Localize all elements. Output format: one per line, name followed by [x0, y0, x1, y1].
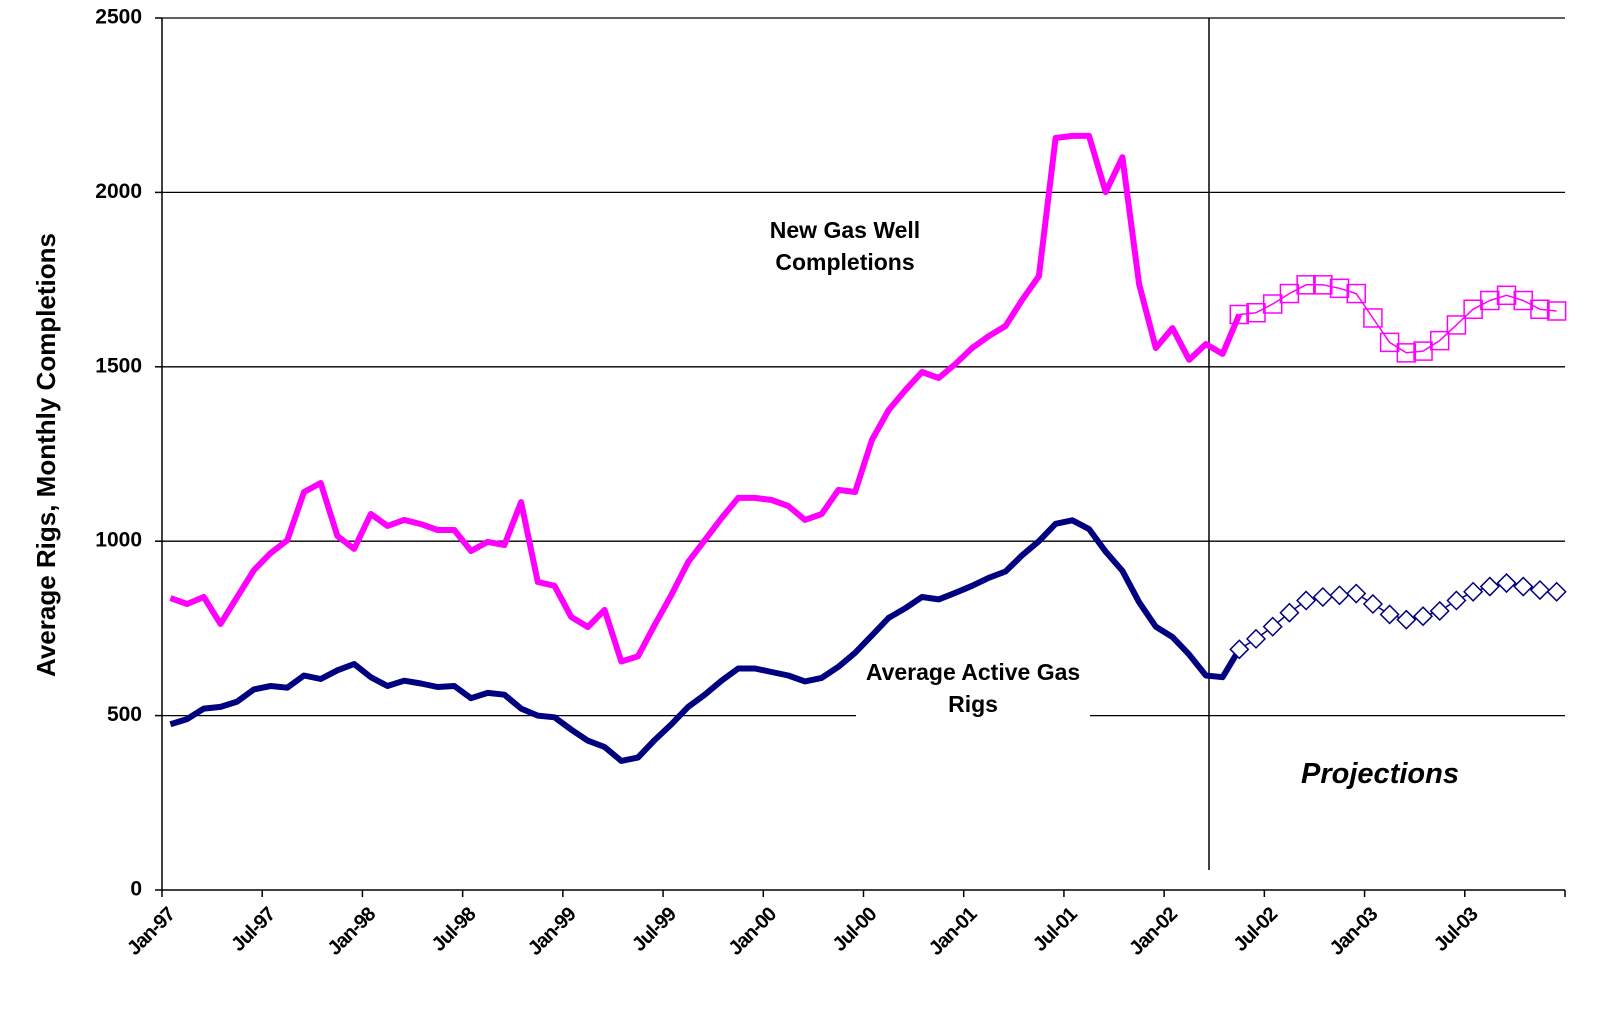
marker [1446, 315, 1467, 335]
marker [1412, 606, 1434, 627]
marker [1496, 572, 1517, 594]
x-tick-label: Jul-98 [428, 903, 481, 956]
marker [1396, 343, 1417, 363]
marker [1262, 294, 1283, 314]
series-line [169, 517, 1242, 764]
y-axis-title: Average Rigs, Monthly Completions [31, 233, 61, 677]
y-tick-label: 1000 [95, 529, 142, 552]
marker [1279, 602, 1300, 623]
y-tick-label: 1500 [95, 354, 142, 377]
x-tick-label: Jul-97 [227, 903, 280, 956]
marker [1429, 330, 1450, 351]
y-tick-label: 2000 [95, 180, 142, 203]
marker [1496, 285, 1517, 306]
x-tick-label: Jan-98 [324, 903, 381, 960]
x-tick-label: Jul-03 [1430, 903, 1483, 956]
marker [1296, 590, 1317, 611]
marker [1546, 581, 1567, 602]
y-tick-label: 2500 [95, 6, 142, 29]
marker [1513, 576, 1534, 597]
x-tick-label: Jan-00 [724, 903, 781, 960]
x-tick-label: Jan-03 [1326, 903, 1383, 960]
y-tick-label: 500 [107, 703, 142, 726]
x-tick-label: Jul-02 [1229, 903, 1282, 956]
marker [1362, 593, 1383, 615]
marker [1296, 275, 1316, 295]
marker [1446, 590, 1467, 611]
x-tick-label: Jan-02 [1125, 903, 1182, 960]
series-line [169, 132, 1243, 665]
marker [1480, 290, 1500, 311]
marker [1346, 283, 1366, 304]
marker [1229, 639, 1250, 660]
x-tick-label: Jan-99 [524, 903, 581, 960]
marker [1379, 332, 1400, 353]
projections-label: Projections [1301, 758, 1459, 790]
marker [1429, 600, 1450, 622]
marker [1346, 583, 1367, 604]
x-tick-label: Jan-97 [123, 903, 180, 960]
rigs-label: Average Active Gas Rigs [856, 656, 1090, 720]
marker [1396, 609, 1417, 630]
marker [1329, 278, 1350, 299]
completions-label: New Gas Well Completions [769, 217, 921, 275]
marker [1379, 604, 1400, 625]
marker [1479, 576, 1500, 597]
x-tick-label: Jul-99 [628, 903, 681, 956]
x-tick-label: Jan-01 [925, 903, 982, 960]
marker [1312, 586, 1333, 608]
marker [1546, 301, 1567, 321]
marker [1229, 304, 1250, 325]
marker [1463, 581, 1484, 602]
marker [1363, 308, 1383, 328]
marker [1530, 299, 1550, 319]
marker [1329, 585, 1350, 606]
x-tick-label: Jul-00 [829, 903, 882, 956]
marker [1413, 341, 1433, 361]
marker [1245, 628, 1267, 649]
x-tick-label: Jul-01 [1029, 903, 1082, 956]
marker [1529, 579, 1551, 601]
marker [1262, 616, 1283, 637]
marker [1313, 275, 1333, 295]
y-tick-label: 0 [130, 878, 142, 901]
